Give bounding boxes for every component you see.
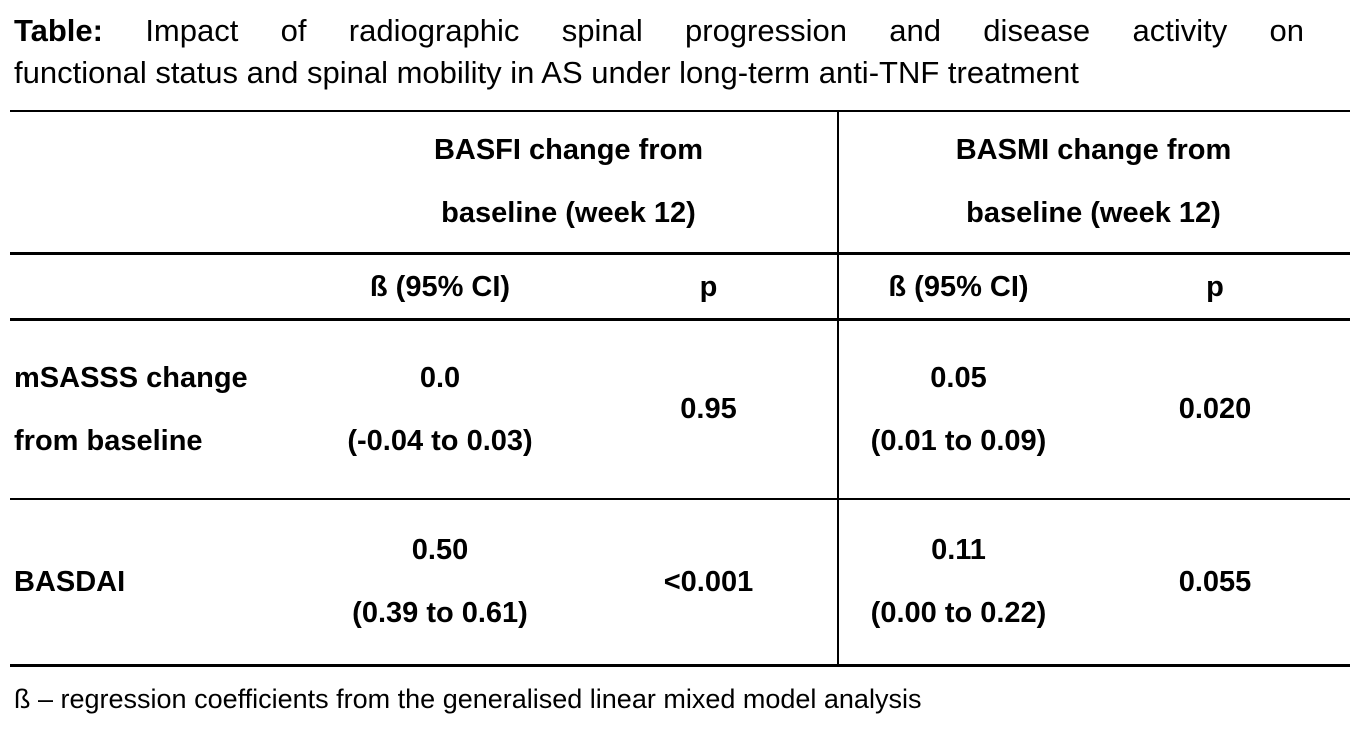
- empty-subheader-cell: [10, 255, 300, 318]
- confidence-interval: (0.00 to 0.22): [870, 597, 1047, 629]
- table-caption: Table: Impact of radiographic spinal pro…: [14, 10, 1304, 94]
- beta-value: 0.05: [930, 361, 987, 394]
- basmi-group-header-line-1: BASMI change from: [955, 134, 1232, 166]
- basdai-basfi-p-cell: <0.001: [580, 500, 837, 664]
- msasss-basfi-p-cell: 0.95: [580, 321, 837, 498]
- row-label-line-1: BASDAI: [14, 565, 126, 598]
- beta-value: 0.50: [411, 534, 469, 566]
- msasss-basmi-p-cell: 0.020: [1080, 321, 1350, 498]
- empty-corner-cell: [10, 112, 300, 252]
- caption-text-line-2: functional status and spinal mobility in…: [14, 55, 1079, 90]
- basfi-p-column-header: p: [699, 270, 718, 303]
- p-value: 0.020: [1178, 393, 1252, 425]
- basfi-beta-column-header: ß (95% CI): [369, 270, 511, 303]
- row-label-basdai: BASDAI: [10, 500, 300, 664]
- beta-value: 0.0: [419, 361, 461, 394]
- group-header-row: BASFI change from baseline (week 12) BAS…: [10, 112, 1350, 252]
- basmi-group-header: BASMI change from baseline (week 12): [837, 112, 1350, 252]
- caption-line-1: Table: Impact of radiographic spinal pro…: [14, 10, 1304, 52]
- row-label-line-1: mSASSS change: [14, 361, 248, 394]
- caption-label: Table:: [14, 13, 103, 48]
- rule-top: [10, 110, 1350, 112]
- table-row: mSASSS change from baseline 0.0 (-0.04 t…: [10, 321, 1350, 498]
- basdai-basmi-p-cell: 0.055: [1080, 500, 1350, 664]
- table-row: BASDAI 0.50 (0.39 to 0.61) <0.001 0.11 (…: [10, 500, 1350, 664]
- subheader-row: ß (95% CI) p ß (95% CI) p: [10, 255, 1350, 318]
- basfi-group-header-line-1: BASFI change from: [433, 134, 704, 166]
- rule-bottom: [10, 664, 1350, 667]
- column-group-divider: [837, 110, 839, 667]
- msasss-basfi-beta-cell: 0.0 (-0.04 to 0.03): [300, 321, 580, 498]
- basmi-beta-column-header: ß (95% CI): [888, 270, 1029, 303]
- p-value: 0.055: [1178, 565, 1252, 598]
- basdai-basmi-beta-cell: 0.11 (0.00 to 0.22): [837, 500, 1080, 664]
- basdai-basfi-beta-cell: 0.50 (0.39 to 0.61): [300, 500, 580, 664]
- beta-value: 0.11: [931, 534, 986, 566]
- caption-text-line-1: Impact of radiographic spinal progressio…: [145, 13, 1304, 48]
- confidence-interval: (-0.04 to 0.03): [347, 424, 533, 457]
- results-table: BASFI change from baseline (week 12) BAS…: [10, 110, 1350, 667]
- msasss-basmi-beta-cell: 0.05 (0.01 to 0.09): [837, 321, 1080, 498]
- basfi-group-header: BASFI change from baseline (week 12): [300, 112, 837, 252]
- rule-between-data-rows: [10, 498, 1350, 500]
- confidence-interval: (0.01 to 0.09): [870, 424, 1047, 457]
- rule-under-group-header: [10, 252, 1350, 255]
- row-label-msasss: mSASSS change from baseline: [10, 321, 300, 498]
- p-value: <0.001: [663, 565, 754, 598]
- table-footnote: ß – regression coefficients from the gen…: [14, 684, 922, 714]
- p-value: 0.95: [680, 393, 737, 425]
- basmi-p-column-header: p: [1206, 270, 1224, 303]
- confidence-interval: (0.39 to 0.61): [352, 597, 528, 629]
- row-label-line-2: from baseline: [14, 424, 203, 457]
- rule-under-subheader: [10, 318, 1350, 321]
- basmi-group-header-line-2: baseline (week 12): [966, 197, 1221, 229]
- basfi-group-header-line-2: baseline (week 12): [441, 197, 696, 229]
